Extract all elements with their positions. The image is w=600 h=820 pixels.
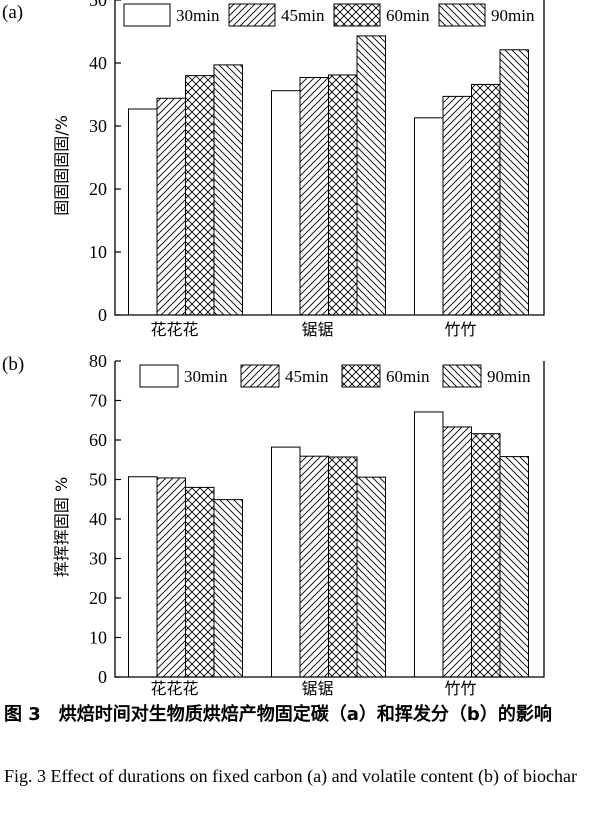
y-tick-label: 40	[89, 53, 107, 73]
bar-30min-1	[128, 108, 158, 316]
bar-45min-1	[156, 477, 186, 678]
category-label: 锯锯	[301, 320, 333, 339]
legend-swatch	[438, 3, 486, 27]
category-label: 花花花	[150, 320, 198, 339]
bar-30min-2	[271, 446, 301, 678]
legend-label: 45min	[281, 6, 325, 25]
legend-label: 90min	[491, 6, 535, 25]
y-tick-label: 0	[98, 305, 107, 325]
y-tick-label: 20	[89, 179, 107, 199]
bar-60min-1	[185, 486, 215, 678]
bar-30min-3	[414, 411, 444, 678]
bar-45min-2	[299, 76, 329, 316]
bar-30min-3	[414, 117, 444, 316]
y-tick-label: 30	[89, 116, 107, 136]
legend-swatch	[240, 364, 280, 388]
y-tick-label: 10	[89, 628, 107, 648]
bar-60min-2	[328, 74, 358, 316]
caption-english: Fig. 3 Effect of durations on fixed carb…	[4, 766, 577, 786]
axes-frame	[114, 0, 545, 316]
legend-swatch	[442, 364, 482, 388]
category-label: 竹竹	[444, 320, 476, 339]
caption-chinese: 图 3 烘焙时间对生物质烘焙产物固定碳（a）和挥发分（b）的影响	[4, 704, 552, 725]
category-label: 锯锯	[301, 679, 333, 698]
legend-label: 30min	[176, 6, 220, 25]
bar-90min-2	[356, 35, 386, 316]
bar-60min-3	[471, 83, 501, 316]
bar-45min-3	[442, 95, 472, 316]
bar-90min-3	[499, 49, 529, 316]
legend-label: 60min	[386, 6, 430, 25]
legend-label: 45min	[285, 367, 329, 386]
y-tick-label: 0	[98, 667, 107, 687]
legend-label: 60min	[386, 367, 430, 386]
bar-90min-3	[499, 456, 529, 678]
legend-label: 30min	[184, 367, 228, 386]
category-label: 花花花	[150, 679, 198, 698]
bar-45min-1	[156, 97, 186, 316]
bar-60min-2	[328, 456, 358, 678]
bar-30min-2	[271, 90, 301, 316]
bar-45min-3	[442, 426, 472, 678]
y-axis-label: 挥挥挥固固 %	[52, 477, 71, 577]
panel-label: (b)	[2, 354, 24, 375]
category-label: 竹竹	[444, 679, 476, 698]
y-tick-label: 50	[89, 470, 107, 490]
y-tick-label: 10	[89, 242, 107, 262]
panel-b: 0 10 20 30 40 50 60 70 80 挥挥挥固固 % 花花花 锯锯 竹竹 (b) 30min 4…	[2, 351, 545, 698]
y-tick-label: 60	[89, 430, 107, 450]
bar-90min-1	[213, 499, 243, 678]
legend-swatch	[333, 3, 381, 27]
bar-30min-1	[128, 476, 158, 678]
y-tick-label: 40	[89, 509, 107, 529]
legend-label: 90min	[487, 367, 531, 386]
y-tick-label: 70	[89, 391, 107, 411]
bar-60min-3	[471, 433, 501, 678]
bar-45min-2	[299, 455, 329, 678]
y-axis-label: 固固固固固/%	[52, 115, 71, 216]
legend-swatch	[123, 3, 171, 27]
y-tick-label: 80	[89, 351, 107, 371]
panel-a: 0 10 20 30 40 50 固固固固固/% 花花花 锯锯 竹竹 (a) 30min 45min 60…	[2, 0, 545, 339]
legend-swatch	[228, 3, 276, 27]
y-tick-label: 30	[89, 549, 107, 569]
y-tick-label: 50	[89, 0, 107, 10]
bar-60min-1	[185, 75, 215, 316]
panel-label: (a)	[2, 2, 23, 23]
bar-90min-2	[356, 476, 386, 678]
bar-90min-1	[213, 64, 243, 316]
legend-swatch	[139, 364, 179, 388]
y-tick-label: 20	[89, 588, 107, 608]
legend-swatch	[341, 364, 381, 388]
